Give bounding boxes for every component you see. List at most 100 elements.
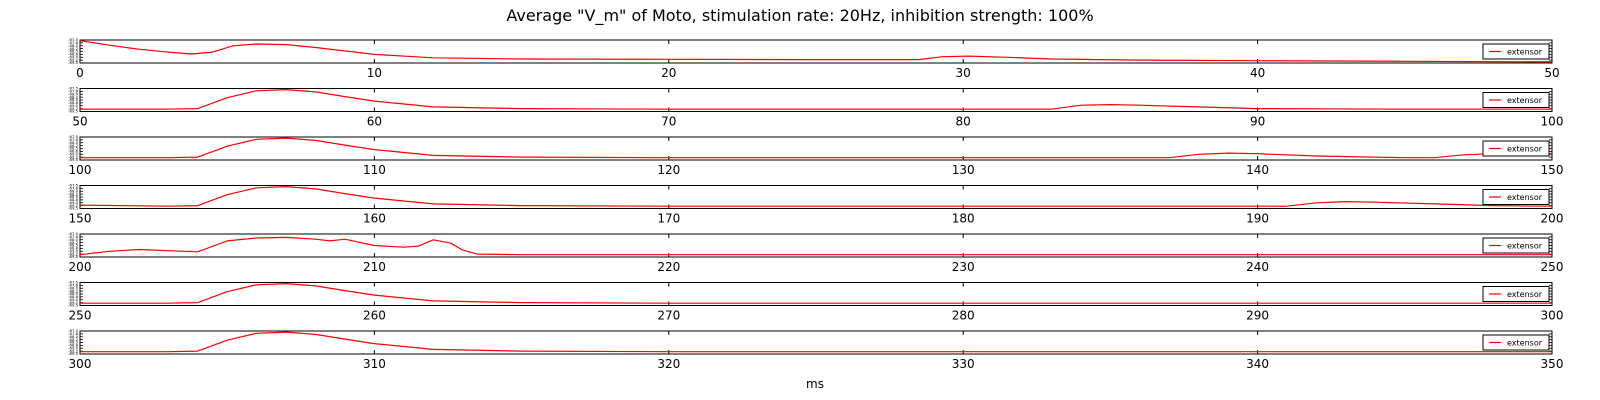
y-tick-label: -69.5 (68, 206, 78, 211)
y-tick-label: -68.5 (68, 194, 78, 199)
y-tick-label: -68.8 (68, 52, 78, 57)
y-tick-label: -68.8 (68, 343, 78, 348)
x-tick-label: 290 (1246, 309, 1269, 323)
x-tick-label: 300 (1541, 309, 1564, 323)
series-line-extensor (79, 40, 1553, 63)
series-line-extensor (80, 137, 1552, 159)
y-tick-label: -69.2 (68, 203, 78, 208)
series-line-extensor (79, 236, 1552, 256)
axes-frame (79, 282, 1553, 306)
legend-label: extensor (1507, 48, 1543, 57)
x-tick-label: 170 (657, 212, 680, 226)
y-tick-label: -69.5 (68, 303, 78, 308)
x-tick-label: 30 (956, 66, 971, 80)
x-tick-label: 240 (1246, 260, 1269, 274)
x-tick-label: 150 (69, 212, 92, 226)
x-axis-label: ms (806, 377, 824, 391)
x-tick-label: 340 (1246, 357, 1269, 371)
legend-box (1482, 286, 1550, 302)
series-line-extensor (80, 331, 1552, 353)
y-tick-label: -69.2 (68, 57, 78, 62)
y-tick-label: -68.0 (68, 285, 78, 290)
panel-2: 50 60 70 80 90 100-67.5-67.8-68.0-68.2-68.5-6… (68, 86, 1563, 129)
y-tick-label: -69.0 (68, 151, 78, 156)
legend-label: extensor (1507, 145, 1543, 154)
x-tick-label: 270 (657, 309, 680, 323)
axes-frame (79, 88, 1553, 112)
y-tick-label: -69.2 (68, 106, 78, 111)
x-tick-label: 60 (367, 115, 382, 129)
panel-6: 250 260 270 280 290 300-67.5-67.8-68.0-68.2-6… (68, 280, 1563, 323)
y-tick-label: -67.5 (68, 183, 78, 188)
x-tick-label: 150 (1541, 163, 1564, 177)
y-tick-label: -67.8 (68, 89, 78, 94)
y-tick-label: -68.0 (68, 334, 78, 339)
y-tick-label: -67.8 (68, 137, 78, 142)
x-tick-label: 220 (657, 260, 680, 274)
x-tick-label: 200 (69, 260, 92, 274)
x-tick-label: 190 (1246, 212, 1269, 226)
axes-frame (79, 185, 1553, 209)
legend-box (1482, 334, 1550, 351)
y-tick-label: -69.0 (68, 54, 78, 59)
y-tick-label: -69.2 (68, 251, 78, 256)
y-tick-label: -69.5 (68, 60, 78, 65)
y-tick-label: -69.0 (68, 345, 78, 350)
y-tick-label: -68.0 (68, 43, 78, 48)
y-tick-label: -69.0 (68, 103, 78, 108)
y-tick-label: -68.5 (68, 243, 78, 248)
panel-5: 200 210 220 230 240 250-67.5-67.8-68.0-68.2-6… (68, 231, 1563, 274)
y-tick-label: -67.8 (68, 234, 78, 239)
x-tick-label: 160 (363, 212, 386, 226)
y-tick-label: -69.0 (68, 297, 78, 302)
y-tick-label: -68.8 (68, 149, 78, 154)
x-tick-label: 140 (1246, 163, 1269, 177)
series-line-extensor (80, 88, 1552, 110)
x-tick-label: 110 (363, 163, 386, 177)
y-tick-label: -67.8 (68, 40, 78, 45)
x-tick-label: 10 (367, 66, 382, 80)
y-tick-label: -68.0 (68, 188, 78, 193)
y-tick-label: -68.8 (68, 246, 78, 251)
legend-box (1482, 237, 1550, 254)
y-tick-label: -68.5 (68, 49, 78, 54)
axes-frame (79, 233, 1553, 258)
x-tick-label: 350 (1541, 357, 1564, 371)
legend-box (1482, 43, 1550, 60)
y-tick-label: -67.5 (68, 86, 78, 91)
legend-box (1482, 189, 1550, 205)
chart-title: Average "V_m" of Moto, stimulation rate:… (506, 6, 1094, 25)
y-tick-label: -68.5 (68, 97, 78, 102)
x-tick-label: 50 (72, 115, 87, 129)
y-tick-label: -68.0 (68, 237, 78, 242)
x-tick-label: 50 (1544, 66, 1559, 80)
y-tick-label: -69.0 (68, 200, 78, 205)
y-tick-label: -67.8 (68, 283, 78, 288)
x-tick-label: 210 (363, 260, 386, 274)
y-tick-label: -69.2 (68, 300, 78, 305)
x-tick-label: 100 (1541, 115, 1564, 129)
series-line-extensor (79, 186, 1553, 207)
x-tick-label: 120 (657, 163, 680, 177)
y-tick-label: -67.5 (68, 134, 78, 139)
panel-7: 300 310 320 330 340 350-67.5-67.8-68.0-68.2-6… (68, 328, 1563, 371)
panel-1: 0 10 20 30 40 50 -67.5-67.8-68.0-68.2-68.5-68.… (68, 37, 1559, 80)
x-tick-label: 80 (956, 115, 971, 129)
legend-label: extensor (1507, 339, 1543, 348)
x-tick-label: 280 (952, 309, 975, 323)
y-tick-label: -68.2 (68, 191, 78, 196)
x-tick-label: 0 (76, 66, 84, 80)
x-tick-label: 310 (363, 357, 386, 371)
x-tick-label: 230 (952, 260, 975, 274)
y-tick-label: -69.5 (68, 109, 78, 114)
axes-frame (79, 330, 1553, 355)
y-tick-label: -67.5 (68, 328, 78, 333)
x-tick-label: 200 (1541, 212, 1564, 226)
y-tick-label: -69.2 (68, 348, 78, 353)
y-tick-label: -67.5 (68, 37, 78, 42)
series-line-extensor (80, 283, 1552, 304)
y-tick-label: -69.5 (68, 254, 78, 259)
x-tick-label: 130 (952, 163, 975, 177)
x-tick-label: 70 (661, 115, 676, 129)
y-tick-label: -68.2 (68, 143, 78, 148)
